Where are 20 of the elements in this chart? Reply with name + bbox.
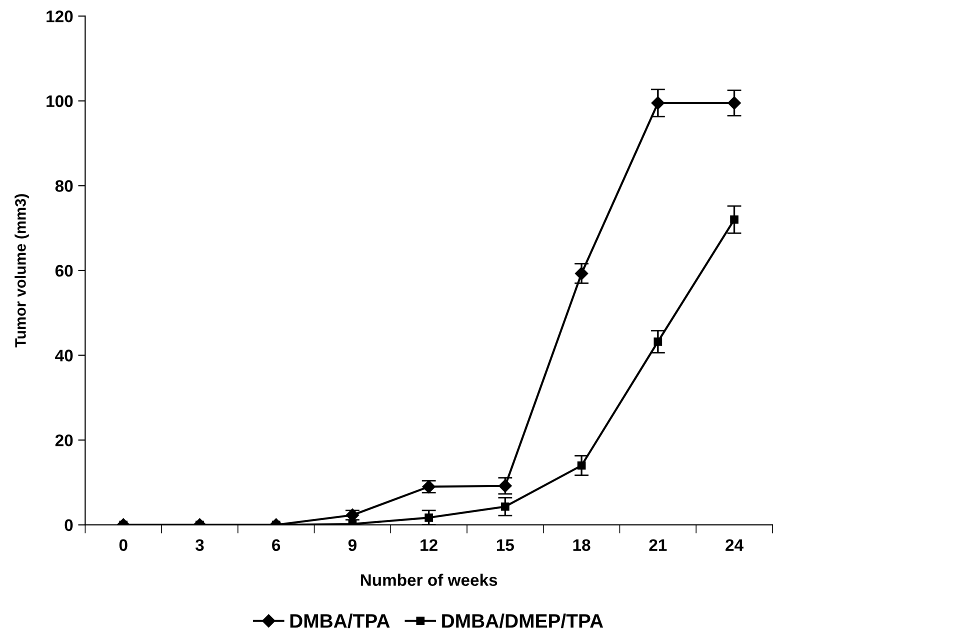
y-tick-label: 120 — [46, 10, 73, 22]
x-tick-label: 0 — [119, 539, 128, 551]
x-tick-label: 15 — [496, 539, 514, 551]
x-tick-label: 18 — [573, 539, 590, 551]
x-tick-label: 12 — [420, 539, 438, 551]
y-tick-label: 0 — [64, 519, 73, 532]
x-tick-label: 3 — [195, 539, 204, 552]
y-axis-title: Tumor volume (mm3) — [14, 194, 29, 348]
y-tick-label: 80 — [55, 180, 73, 192]
y-tick-label: 20 — [55, 434, 73, 446]
x-tick-label: 21 — [649, 539, 667, 551]
legend-label: DMBA/TPA — [290, 614, 390, 628]
y-tick-label: 60 — [55, 264, 73, 277]
x-tick-label: 6 — [272, 539, 280, 551]
x-tick-label: 24 — [726, 539, 744, 551]
legend-label: DMBA/DMEP/TPA — [442, 614, 604, 628]
x-axis-title: Number of weeks — [360, 574, 498, 586]
x-tick-label: 9 — [348, 539, 356, 551]
y-tick-label: 100 — [46, 95, 73, 108]
y-tick-label: 40 — [55, 350, 73, 362]
